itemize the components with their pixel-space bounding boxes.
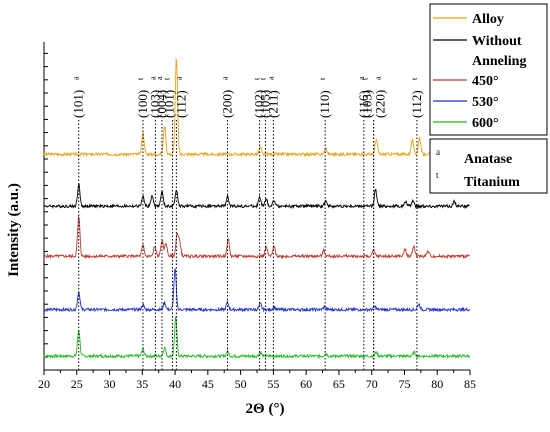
x-tick-label: 65 <box>333 377 345 391</box>
peak-label-text: (102) <box>252 90 267 118</box>
x-tick-label: 80 <box>431 377 443 391</box>
series-line <box>43 216 471 260</box>
peak-label-text: (211) <box>265 90 280 118</box>
peak-label-text: (200) <box>220 90 235 118</box>
legend-label: Alloy <box>472 12 504 27</box>
phase-legend-label: Anatase <box>464 152 512 167</box>
peak-markers: (101)a(100)t(103)a(004)a(101)t(112)a(200… <box>71 76 424 370</box>
peak-label: (103) a <box>147 76 162 118</box>
peak-label: (220) a <box>373 76 388 118</box>
peak-label-sup: t <box>410 77 419 80</box>
peak-label-sup: t <box>259 77 268 80</box>
peak-label: (101) a <box>71 76 86 118</box>
plot-traces <box>43 57 471 360</box>
peak-label: (004) a <box>154 76 169 118</box>
x-tick-label: 60 <box>300 377 312 391</box>
peak-label-text: (112) <box>409 90 424 118</box>
peak-label: (100) t <box>135 77 150 118</box>
peak-label-text: (101) <box>162 90 177 118</box>
peak-label: (211) a <box>265 76 280 118</box>
legend-label: Without Anneling <box>472 34 526 69</box>
peak-label: (112) a <box>173 76 188 118</box>
phase-legend-label: Titanium <box>464 175 520 190</box>
peak-label: (102) t <box>252 77 267 118</box>
peak-label-sup: a <box>155 76 164 80</box>
peak-label-text: (116) <box>356 90 371 118</box>
legend-label: 600° <box>472 116 499 131</box>
peak-label-sup: a <box>148 76 157 80</box>
x-tick-label: 40 <box>169 377 181 391</box>
x-tick-label: 85 <box>464 377 476 391</box>
peak-label-text: (004) <box>154 90 169 118</box>
legend-label: 530° <box>472 95 499 110</box>
x-tick-label: 55 <box>267 377 279 391</box>
peak-label: (103) t <box>360 77 375 118</box>
x-tick-label: 50 <box>235 377 247 391</box>
plot-axes: 20 25 30 35 40 45 50 55 60 65 70 75 80 85 <box>38 42 476 391</box>
y-axis-label: Intensity (a.u.) <box>6 183 22 277</box>
peak-label-sup: t <box>136 77 145 80</box>
peak-label: (110) t <box>317 77 332 118</box>
peak-label: (116) a <box>356 76 371 118</box>
peak-label-sup: a <box>174 76 183 80</box>
peak-label: (105) t <box>258 77 273 118</box>
peak-label-text: (112) <box>173 90 188 118</box>
legend-label: 450° <box>472 74 499 89</box>
series-line <box>43 57 470 158</box>
x-tick-label: 20 <box>38 377 50 391</box>
x-tick-label: 75 <box>398 377 410 391</box>
peak-label-sup: t <box>361 77 370 80</box>
phase-legend-sup: t <box>436 170 439 180</box>
series-line <box>43 268 471 313</box>
peak-label-sup: a <box>357 76 366 80</box>
peak-label-text: (100) <box>135 90 150 118</box>
peak-label-sup: t <box>253 77 262 80</box>
peak-label-sup: a <box>72 76 81 80</box>
peak-label-sup: a <box>374 76 383 80</box>
series-legend: Alloy Without Anneling 450° 530° 600° <box>429 3 548 136</box>
x-tick-label: 30 <box>104 377 116 391</box>
phase-legend-sup: a <box>436 147 440 157</box>
series-line <box>43 183 470 210</box>
peak-label-sup: t <box>163 77 172 80</box>
peak-label: (200) a <box>220 76 235 118</box>
x-tick-label: 35 <box>136 377 148 391</box>
peak-label-text: (110) <box>317 90 332 118</box>
peak-label-text: (101) <box>71 90 86 118</box>
phase-legend-box <box>429 138 548 194</box>
x-tick-label: 25 <box>71 377 83 391</box>
peak-label-sup: a <box>266 76 275 80</box>
peak-label-text: (105) <box>258 90 273 118</box>
peak-label-text: (103) <box>360 90 375 118</box>
phase-legend: a Anatase t Titanium <box>429 138 548 194</box>
x-tick-label: 45 <box>202 377 214 391</box>
peak-label: (101) t <box>162 77 177 118</box>
peak-label: (112) t <box>409 77 424 118</box>
x-tick-label: 70 <box>366 377 378 391</box>
series-line <box>43 316 471 360</box>
legend-box <box>429 3 548 136</box>
peak-label-sup: a <box>221 76 230 80</box>
peak-label-sup: t <box>318 77 327 80</box>
peak-label-text: (220) <box>373 90 388 118</box>
x-axis-label: 2Θ (°) <box>246 401 285 417</box>
peak-label-text: (103) <box>147 90 162 118</box>
